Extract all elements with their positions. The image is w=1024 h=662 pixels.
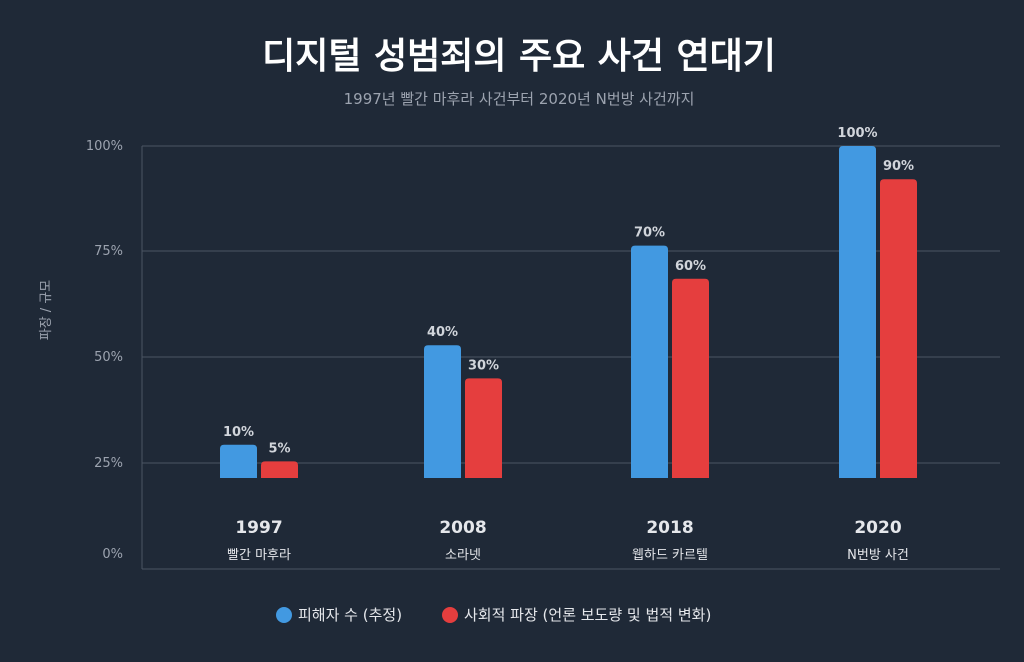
data-label: 30% [468, 358, 499, 373]
x-tick-sublabel: 웹하드 카르텔 [632, 548, 708, 563]
data-label: 5% [268, 441, 290, 456]
bar-impact-2018 [672, 278, 709, 478]
y-tick-label: 50% [94, 350, 123, 365]
legend-label: 사회적 파장 (언론 보도량 및 법적 변화) [464, 606, 711, 624]
bar-victims-1997 [220, 444, 257, 478]
legend: 피해자 수 (추정) 사회적 파장 (언론 보도량 및 법적 변화) [276, 606, 711, 624]
bar-victims-2018 [631, 245, 668, 478]
bar-impact-1997 [261, 461, 298, 478]
data-label: 90% [883, 159, 914, 174]
bar-victims-2020 [839, 146, 876, 478]
legend-marker [276, 607, 292, 623]
legend-marker [442, 607, 458, 623]
legend-label: 피해자 수 (추정) [298, 606, 402, 624]
bar-impact-2008 [465, 378, 502, 478]
chart-title: 디지털 성범죄의 주요 사건 연대기 [262, 36, 776, 77]
x-tick-sublabel: N번방 사건 [847, 548, 909, 563]
data-label: 70% [634, 226, 665, 241]
x-tick-sublabel: 소라넷 [445, 548, 481, 563]
y-axis-label: 파장 / 규모 [39, 280, 54, 341]
chart-subtitle: 1997년 빨간 마후라 사건부터 2020년 N번방 사건까지 [344, 90, 695, 108]
x-tick-label: 2018 [646, 518, 693, 538]
y-tick-label: 0% [102, 547, 123, 562]
y-tick-label: 100% [86, 139, 123, 154]
x-tick-label: 1997 [235, 518, 282, 538]
data-label: 100% [837, 126, 877, 141]
x-tick-label: 2020 [854, 518, 901, 538]
y-tick-label: 75% [94, 244, 123, 259]
data-label: 10% [223, 425, 254, 440]
x-tick-label: 2008 [439, 518, 486, 538]
data-label: 60% [675, 259, 706, 274]
data-label: 40% [427, 325, 458, 340]
x-tick-sublabel: 빨간 마후라 [227, 548, 291, 563]
bar-impact-2020 [880, 179, 917, 478]
bar-victims-2008 [424, 345, 461, 478]
y-tick-label: 25% [94, 456, 123, 471]
